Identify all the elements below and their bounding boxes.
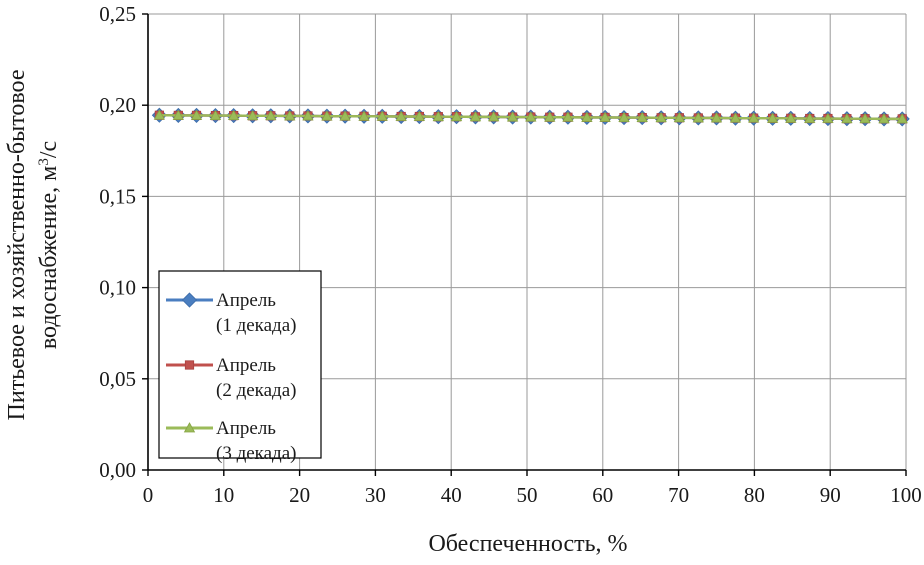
x-tick-label: 40 [441,483,462,507]
data-point [562,111,574,122]
legend-item-1: Апрель (1 декада) [166,290,296,336]
data-point [506,111,519,122]
y-tick-label: 0,25 [99,2,136,26]
data-point [692,112,704,123]
x-axis-title: Обеспеченность, % [428,531,627,557]
y-tick-label: 0,20 [99,93,136,117]
data-point [153,109,166,120]
data-point [358,110,370,121]
axes [142,13,907,476]
data-point [581,111,593,122]
x-tick-label: 30 [365,483,386,507]
x-tick-label: 70 [668,483,689,507]
y-axis-title: Питьевое и хозяйственно-бытовое водоснаб… [4,70,62,421]
data-point [339,110,351,121]
x-tick-labels: 0 10 20 30 40 50 60 70 80 90 100 [143,483,922,507]
x-tick-label: 10 [213,483,234,507]
legend: Апрель (1 декада) Апрель (2 декада) Апрель (3… [158,270,322,464]
data-point [747,112,760,123]
data-point [525,111,537,122]
data-point [172,109,184,120]
x-tick-label: 100 [890,483,922,507]
data-point [636,111,648,123]
data-point [432,110,444,122]
legend-swatch-marker [181,292,198,308]
data-point [284,110,296,121]
data-point [469,111,482,122]
data-point [859,112,871,124]
y-axis-title-line1: Питьевое и хозяйственно-бытовое [4,70,30,421]
legend-label-line1: Апрель [216,418,276,439]
data-point [190,109,203,120]
data-point [376,110,388,121]
y-tick-label: 0,00 [99,458,136,482]
x-tick-label: 20 [289,483,310,507]
data-point [544,111,556,122]
data-point [710,112,723,123]
data-point [227,109,240,120]
data-point [413,110,426,121]
legend-swatch-marker [183,422,196,433]
legend-swatch-marker [184,360,195,370]
data-point [822,112,834,123]
legend-item-2: Апрель (2 декада) [166,355,296,401]
data-point [766,112,779,123]
series-3 [153,109,908,124]
x-tick-label: 50 [517,483,538,507]
y-tick-label: 0,15 [99,184,136,208]
data-point [804,112,816,123]
x-tick-label: 90 [820,483,841,507]
data-point [896,113,908,124]
series-layer [151,107,910,127]
legend-label-line2: (2 декада) [216,380,296,401]
data-point [655,111,667,123]
legend-item-3: Апрель (3 декада) [166,418,296,464]
data-point [395,110,407,121]
x-tick-label: 80 [744,483,765,507]
data-point [321,110,333,121]
data-point [599,111,611,122]
y-tick-label: 0,05 [99,367,136,391]
legend-label-line1: Апрель [216,290,276,311]
x-tick-label: 60 [592,483,613,507]
data-point [618,111,630,123]
legend-label-line2: (1 декада) [216,315,296,336]
legend-label-line2: (3 декада) [216,443,296,464]
data-point [265,109,277,121]
data-point [673,111,686,123]
data-point [729,112,742,123]
data-point [487,111,500,122]
y-tick-labels: 0,00 0,05 0,10 0,15 0,20 0,25 [99,2,136,482]
data-point [209,109,222,120]
y-tick-label: 0,10 [99,276,136,300]
data-point [450,110,463,122]
legend-label-line1: Апрель [216,355,276,376]
data-point [785,112,797,123]
x-tick-label: 0 [143,483,154,507]
data-point [878,113,890,124]
data-point [302,110,314,121]
y-axis-title-line2: водоснабжение, м3/с [36,141,62,349]
data-point [246,109,259,121]
data-point [841,112,853,124]
